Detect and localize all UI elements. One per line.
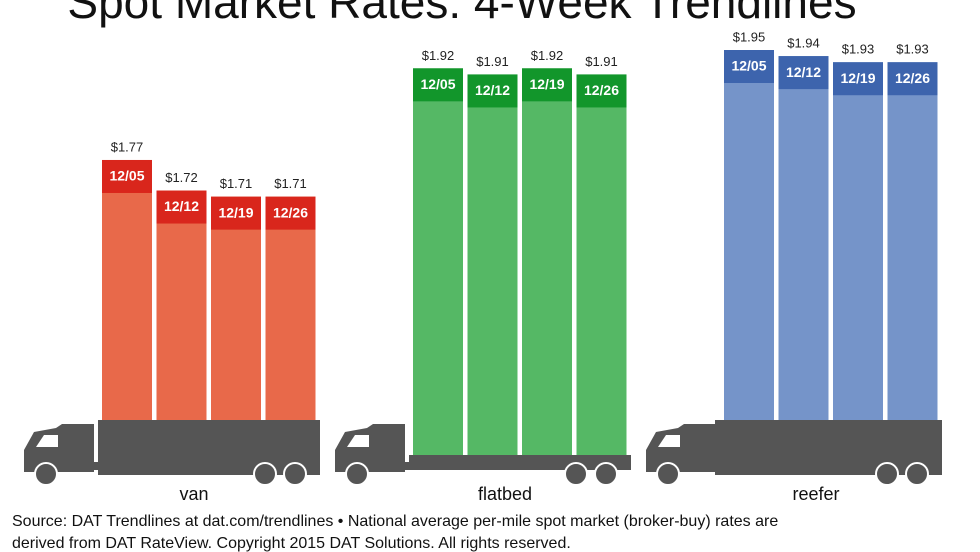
- date-box: [211, 196, 261, 230]
- cab: [335, 424, 405, 472]
- wheel: [564, 462, 588, 486]
- date-label: 12/26: [584, 82, 619, 98]
- value-label: $1.93: [842, 42, 875, 57]
- date-label: 12/26: [895, 70, 930, 86]
- source-line: Source: DAT Trendlines at dat.com/trendl…: [12, 513, 778, 530]
- bar: [833, 62, 883, 462]
- value-label: $1.94: [787, 36, 820, 51]
- value-label: $1.93: [896, 42, 929, 57]
- wheel: [875, 462, 899, 486]
- date-box: [102, 159, 152, 193]
- bars: 12/05 $1.77 12/12 $1.72 12/19 $1.71 12/26 $1.71…: [102, 29, 938, 463]
- date-label: 12/12: [475, 82, 510, 98]
- date-box: [522, 68, 572, 102]
- date-label: 12/12: [164, 198, 199, 214]
- date-label: 12/05: [731, 58, 766, 74]
- date-label: 12/19: [840, 70, 875, 86]
- wheel: [283, 462, 307, 486]
- date-box: [265, 196, 316, 230]
- bar: [576, 74, 627, 462]
- cab-window: [347, 435, 369, 447]
- flatbed-deck: [409, 455, 631, 465]
- bar: [778, 56, 829, 463]
- chart-title: Spot Market Rates: 4-Week Trendlines: [67, 0, 856, 28]
- wheel: [253, 462, 277, 486]
- value-label: $1.91: [476, 54, 509, 69]
- bar: [211, 196, 261, 462]
- value-label: $1.77: [111, 139, 144, 154]
- date-label: 12/19: [218, 204, 253, 220]
- cab-window: [36, 435, 58, 447]
- source-line: derived from DAT RateView. Copyright 201…: [12, 535, 571, 552]
- date-box: [833, 62, 883, 96]
- bar: [724, 50, 774, 462]
- chassis: [646, 462, 942, 470]
- date-box: [467, 74, 518, 108]
- date-label: 12/05: [420, 76, 455, 92]
- cab: [646, 424, 716, 472]
- value-label: $1.92: [422, 48, 455, 63]
- cab-window: [658, 435, 680, 447]
- value-label: $1.71: [220, 176, 253, 191]
- date-box: [724, 50, 774, 83]
- chassis: [24, 462, 320, 470]
- trucks: van flatbed reefer: [24, 420, 942, 504]
- wheel: [345, 462, 369, 486]
- value-label: $1.92: [531, 48, 564, 63]
- group-label: van: [179, 484, 208, 504]
- date-box: [778, 56, 829, 90]
- date-box: [576, 74, 627, 108]
- bar: [413, 68, 463, 462]
- wheel: [34, 462, 58, 486]
- chassis: [335, 462, 631, 470]
- group-label: flatbed: [478, 484, 532, 504]
- value-label: $1.71: [274, 176, 307, 191]
- bar: [102, 159, 152, 463]
- date-box: [887, 62, 938, 96]
- date-label: 12/12: [786, 64, 821, 80]
- value-label: $1.91: [585, 54, 618, 69]
- bar: [887, 62, 938, 462]
- bar: [265, 196, 316, 462]
- bar: [156, 190, 207, 462]
- date-label: 12/19: [529, 76, 564, 92]
- wheel: [656, 462, 680, 486]
- value-label: $1.72: [165, 170, 198, 185]
- date-label: 12/26: [273, 204, 308, 220]
- value-label: $1.95: [733, 29, 766, 44]
- bar: [467, 74, 518, 462]
- cab: [24, 424, 94, 472]
- wheel: [905, 462, 929, 486]
- group-label: reefer: [792, 484, 839, 504]
- date-box: [156, 190, 207, 224]
- date-label: 12/05: [109, 168, 144, 184]
- wheel: [594, 462, 618, 486]
- bar: [522, 68, 572, 462]
- date-box: [413, 68, 463, 102]
